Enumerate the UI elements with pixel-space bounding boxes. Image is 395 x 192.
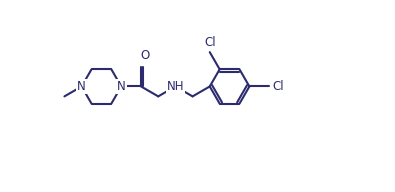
Text: O: O [140, 49, 150, 62]
Text: NH: NH [167, 80, 184, 93]
Text: Cl: Cl [272, 80, 284, 93]
Text: N: N [117, 80, 126, 93]
Text: Cl: Cl [204, 36, 216, 50]
Text: N: N [77, 80, 86, 93]
